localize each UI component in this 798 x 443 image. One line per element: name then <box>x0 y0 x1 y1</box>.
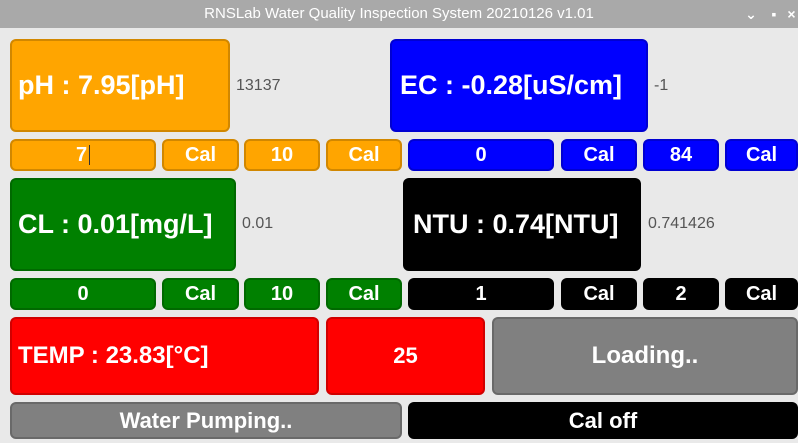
ntu-cal-high-button[interactable]: Cal <box>725 278 798 310</box>
ntu-cal-low-input[interactable]: 1 <box>408 278 554 310</box>
minimize-icon[interactable]: ⌄ <box>745 5 757 22</box>
cl-cal-low-button[interactable]: Cal <box>162 278 239 310</box>
ph-cal-low-value: 7 <box>75 143 88 166</box>
cl-reading-text: CL : 0.01[mg/L] <box>18 209 213 239</box>
ec-cal-low-button[interactable]: Cal <box>561 139 637 171</box>
ntu-cal-low-button[interactable]: Cal <box>561 278 637 310</box>
cl-cal-high-button[interactable]: Cal <box>326 278 402 310</box>
ec-cal-high-button[interactable]: Cal <box>725 139 798 171</box>
ntu-reading-display: NTU : 0.74[NTU] <box>403 178 641 271</box>
temp-reading-text: TEMP : 23.83[°C] <box>18 342 209 369</box>
ec-reading-display: EC : -0.28[uS/cm] <box>390 39 648 132</box>
ph-cal-high-button[interactable]: Cal <box>326 139 402 171</box>
ph-cal-low-input[interactable]: 7 <box>10 139 156 171</box>
cl-cal-low-input[interactable]: 0 <box>10 278 156 310</box>
window-titlebar: RNSLab Water Quality Inspection System 2… <box>0 0 798 28</box>
ph-reading-display: pH : 7.95[pH] <box>10 39 230 132</box>
ec-reading-text: EC : -0.28[uS/cm] <box>400 70 623 100</box>
ec-cal-low-input[interactable]: 0 <box>408 139 554 171</box>
loading-status-button[interactable]: Loading.. <box>492 317 798 395</box>
ec-raw-value: -1 <box>654 77 669 94</box>
ec-cal-high-input[interactable]: 84 <box>643 139 719 171</box>
cl-cal-high-input[interactable]: 10 <box>244 278 320 310</box>
ph-cal-high-input[interactable]: 10 <box>244 139 320 171</box>
cl-reading-display: CL : 0.01[mg/L] <box>10 178 236 271</box>
window-title: RNSLab Water Quality Inspection System 2… <box>204 5 594 22</box>
ph-cal-low-button[interactable]: Cal <box>162 139 239 171</box>
ntu-reading-text: NTU : 0.74[NTU] <box>413 209 619 239</box>
water-pump-status-button[interactable]: Water Pumping.. <box>10 402 402 439</box>
maximize-icon[interactable]: ▪ <box>771 6 777 22</box>
ntu-cal-high-input[interactable]: 2 <box>643 278 719 310</box>
close-icon[interactable]: × <box>787 6 796 22</box>
temp-set-value[interactable]: 25 <box>326 317 485 395</box>
cl-raw-value: 0.01 <box>242 215 274 232</box>
ph-raw-value: 13137 <box>236 77 281 94</box>
ph-reading-text: pH : 7.95[pH] <box>18 70 185 100</box>
cal-state-button[interactable]: Cal off <box>408 402 798 439</box>
temp-reading-display: TEMP : 23.83[°C] <box>10 317 319 395</box>
ntu-raw-value: 0.741426 <box>648 215 715 232</box>
text-cursor <box>89 145 91 165</box>
